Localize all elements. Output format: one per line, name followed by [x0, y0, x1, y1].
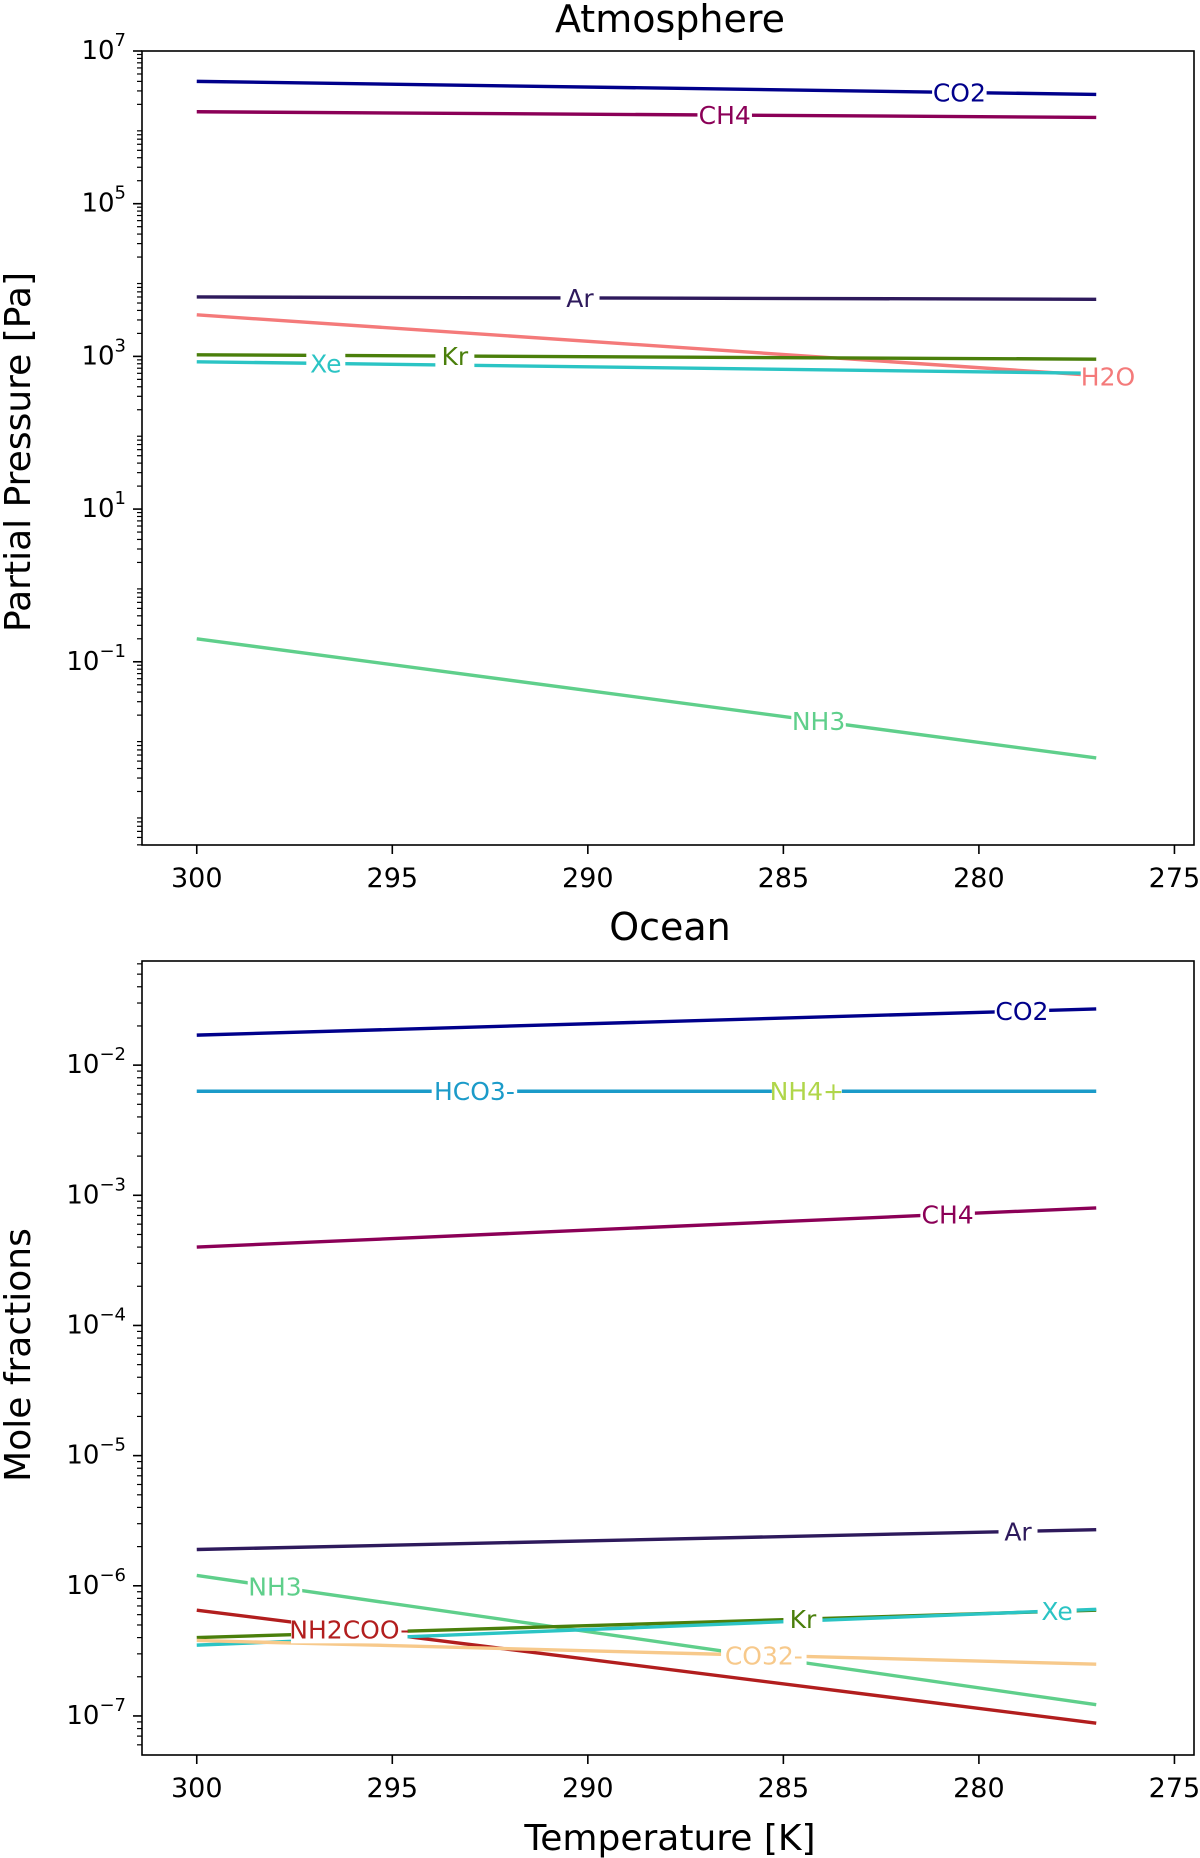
ocean-panel: Ocean Mole fractions 300 295 290 285 280 275 1…	[0, 905, 1200, 1858]
atmosphere-plot-area: 300 295 290 285 280 275 107 105 103 101 10−1 CO2 CH4…	[66, 30, 1200, 894]
ocean-title: Ocean	[609, 905, 731, 949]
series-label-bg	[306, 349, 346, 378]
atmosphere-y-axis-label: Partial Pressure [Pa]	[0, 272, 39, 632]
series-label-bg	[920, 1200, 975, 1229]
series-label-bg	[697, 101, 752, 130]
series-label-h2o: H2O	[1081, 362, 1135, 391]
series-label-bg	[431, 1077, 518, 1106]
series-label-bg	[771, 1077, 842, 1106]
series-line-nh3	[196, 637, 1097, 760]
atmosphere-title: Atmosphere	[555, 0, 785, 41]
y-tick-label: 10−3	[66, 1174, 126, 1210]
series-label-nh4+: NH4+	[770, 1077, 844, 1106]
x-tick-label: 290	[562, 863, 614, 894]
series-line-h2o	[196, 313, 1097, 378]
series-label-co2: CO2	[995, 997, 1048, 1026]
series-label-bg	[791, 707, 846, 736]
atmosphere-panel: Atmosphere Partial Pressure [Pa] 300 295 2…	[0, 0, 1200, 894]
y-tick-label: 10−1	[66, 641, 126, 677]
plot-frame	[141, 960, 1195, 1756]
series-line-kr	[196, 353, 1097, 361]
series-label-xe: Xe	[310, 349, 341, 378]
x-tick-label: 295	[367, 1773, 419, 1804]
series-label-bg	[291, 1615, 408, 1644]
series-label-co32-: CO32-	[725, 1641, 803, 1670]
x-tick-label: 290	[562, 1773, 614, 1804]
y-tick-label: 105	[81, 183, 126, 219]
series-label-bg	[721, 1641, 807, 1670]
y-tick-label: 10−5	[66, 1435, 126, 1471]
y-tick-label: 10−7	[66, 1695, 126, 1731]
series-label-bg	[1037, 1596, 1077, 1625]
y-tick-label: 10−2	[66, 1044, 126, 1080]
series-label-bg	[994, 997, 1050, 1026]
series-label-bg	[435, 342, 475, 371]
series-label-nh3: NH3	[248, 1573, 301, 1602]
y-tick-label: 101	[81, 488, 126, 524]
series-line-ar	[196, 295, 1097, 301]
series-label-nh3: NH3	[792, 707, 845, 736]
x-tick-label: 300	[171, 1773, 223, 1804]
series-label-bg	[998, 1517, 1038, 1546]
series-label-kr: Kr	[790, 1605, 817, 1634]
ocean-y-axis-label: Mole fractions	[0, 1228, 39, 1482]
series-line-nh3	[196, 1573, 1097, 1707]
y-tick-label: 10−6	[66, 1565, 126, 1601]
x-tick-label: 300	[171, 863, 223, 894]
series-label-ch4: CH4	[699, 101, 751, 130]
series-label-bg	[932, 78, 987, 107]
x-tick-label: 275	[1149, 863, 1200, 894]
series-line-co32-	[196, 1638, 1097, 1666]
series-label-hco3-: HCO3-	[434, 1077, 515, 1106]
y-tick-label: 10−4	[66, 1304, 126, 1340]
x-tick-label: 275	[1149, 1773, 1200, 1804]
series-label-co2: CO2	[933, 78, 986, 107]
y-tick-label: 107	[81, 30, 126, 66]
x-tick-label: 295	[367, 863, 419, 894]
ocean-x-axis-label: Temperature [K]	[523, 1818, 815, 1858]
series-label-xe: Xe	[1041, 1597, 1072, 1626]
series-label-nh2coo-: NH2COO-	[289, 1615, 409, 1644]
series-line-ch4	[196, 110, 1097, 120]
series-line-co2	[196, 1007, 1097, 1037]
series-label-bg	[1080, 362, 1136, 391]
plot-frame	[141, 50, 1195, 846]
x-tick-label: 285	[758, 863, 810, 894]
series-label-bg	[560, 283, 600, 312]
x-tick-label: 280	[953, 1773, 1005, 1804]
series-label-bg	[783, 1605, 823, 1634]
series-label-kr: Kr	[442, 342, 469, 371]
series-label-ch4: CH4	[922, 1200, 974, 1229]
series-line-xe	[196, 360, 1097, 376]
series-line-ar	[196, 1527, 1097, 1552]
ocean-plot-area: 300 295 290 285 280 275 10−2 10−3 10−4 10−5 10−6 10…	[66, 960, 1200, 1804]
series-label-ar: Ar	[1004, 1517, 1032, 1546]
x-tick-label: 280	[953, 863, 1005, 894]
x-tick-label: 285	[758, 1773, 810, 1804]
y-tick-label: 103	[81, 335, 126, 371]
series-label-bg	[247, 1572, 303, 1601]
series-label-ar: Ar	[566, 284, 594, 313]
